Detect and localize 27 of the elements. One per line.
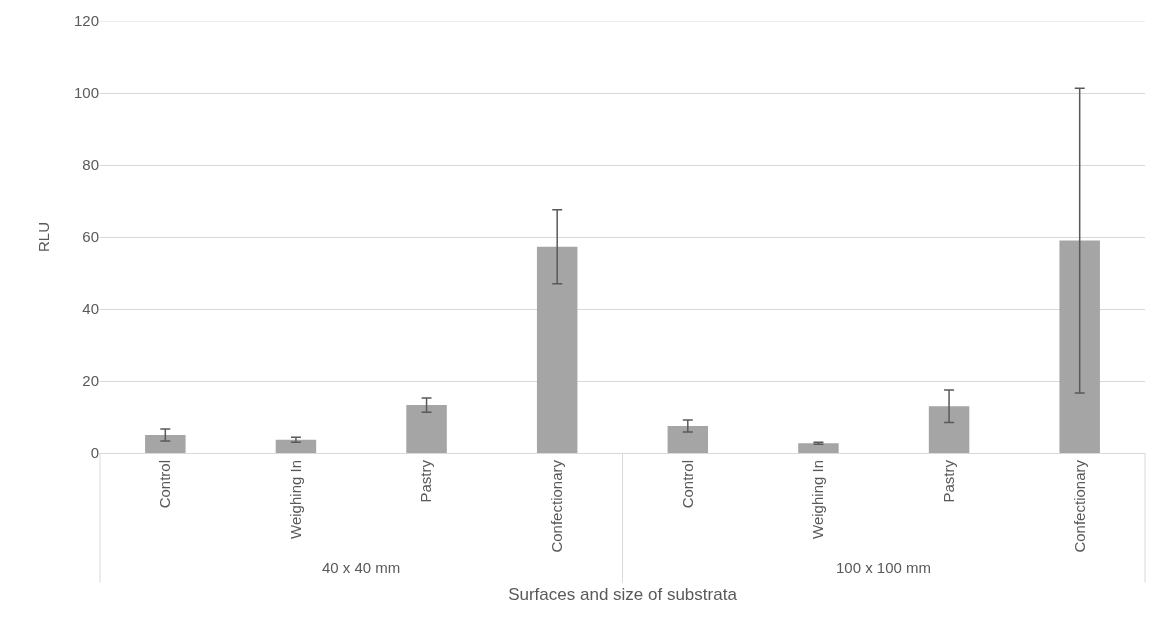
bar bbox=[798, 443, 839, 453]
text: 40 x 40 mm bbox=[322, 559, 401, 576]
x-tick-label: Pastry bbox=[939, 459, 957, 503]
bar bbox=[667, 426, 709, 453]
x-tick-label: Pastry bbox=[417, 459, 435, 503]
y-tick-label: 40 bbox=[82, 300, 99, 318]
x-axis-title: Surfaces and size of substrata bbox=[508, 584, 738, 604]
bar bbox=[406, 405, 447, 453]
bar bbox=[928, 406, 970, 453]
y-tick-label: 120 bbox=[73, 12, 99, 30]
bar bbox=[145, 435, 186, 453]
y-tick-label: 60 bbox=[82, 228, 99, 246]
y-tick-label: 100 bbox=[73, 84, 99, 102]
y-tick-label: 20 bbox=[82, 372, 99, 390]
bar bbox=[536, 246, 578, 453]
bar bbox=[275, 439, 317, 453]
y-axis-title: RLU bbox=[35, 221, 53, 253]
bar bbox=[1059, 240, 1100, 453]
x-tick-label: Confectionary bbox=[548, 459, 566, 553]
text: 100 x 100 mm bbox=[836, 559, 932, 576]
x-tick-label: Control bbox=[678, 460, 696, 509]
y-tick-label: 0 bbox=[90, 444, 99, 462]
x-tick-label: Weighing In bbox=[809, 460, 827, 539]
x-tick-label: Confectionary bbox=[1070, 459, 1088, 553]
x-tick-label: Control bbox=[156, 460, 174, 509]
y-tick-label: 80 bbox=[82, 156, 99, 174]
x-tick-label: Weighing In bbox=[286, 460, 304, 539]
